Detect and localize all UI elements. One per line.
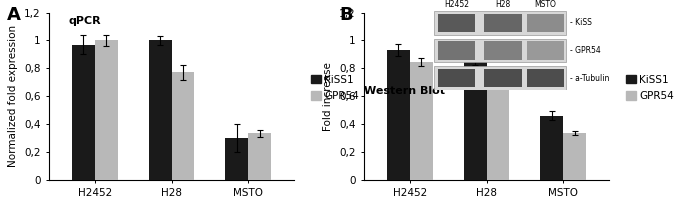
Text: qPCR: qPCR	[69, 16, 102, 26]
Text: - GPR54: - GPR54	[570, 46, 601, 55]
Bar	[172, 73, 195, 180]
Bar	[563, 133, 586, 180]
Text: A: A	[7, 6, 21, 24]
Bar	[95, 40, 118, 180]
FancyBboxPatch shape	[484, 69, 522, 87]
Bar	[463, 59, 486, 180]
Bar	[387, 50, 410, 180]
FancyBboxPatch shape	[527, 41, 564, 60]
Text: - KiSS: - KiSS	[570, 18, 592, 28]
Bar	[540, 116, 563, 180]
FancyBboxPatch shape	[438, 69, 475, 87]
FancyBboxPatch shape	[438, 14, 475, 32]
FancyBboxPatch shape	[438, 41, 475, 60]
FancyBboxPatch shape	[434, 39, 566, 62]
Y-axis label: Normalized fold expression: Normalized fold expression	[8, 25, 18, 167]
FancyBboxPatch shape	[434, 11, 566, 35]
Bar	[225, 138, 248, 180]
Bar	[72, 45, 95, 180]
Text: - a-Tubulin: - a-Tubulin	[570, 74, 609, 83]
Text: B: B	[340, 6, 353, 24]
FancyBboxPatch shape	[527, 69, 564, 87]
Bar	[410, 62, 433, 180]
FancyBboxPatch shape	[484, 41, 522, 60]
FancyBboxPatch shape	[527, 14, 564, 32]
Text: Western Blot: Western Blot	[364, 86, 445, 96]
Bar	[248, 133, 271, 180]
Y-axis label: Fold increase: Fold increase	[323, 62, 333, 131]
FancyBboxPatch shape	[484, 14, 522, 32]
FancyBboxPatch shape	[434, 66, 566, 90]
Bar	[148, 40, 172, 180]
Text: H28: H28	[495, 0, 510, 9]
Legend: KiSS1, GPR54: KiSS1, GPR54	[626, 75, 673, 101]
Text: MSTO: MSTO	[535, 0, 556, 9]
Legend: KiSS1, GPR54: KiSS1, GPR54	[312, 75, 358, 101]
Text: H2452: H2452	[444, 0, 469, 9]
Bar	[486, 82, 510, 180]
